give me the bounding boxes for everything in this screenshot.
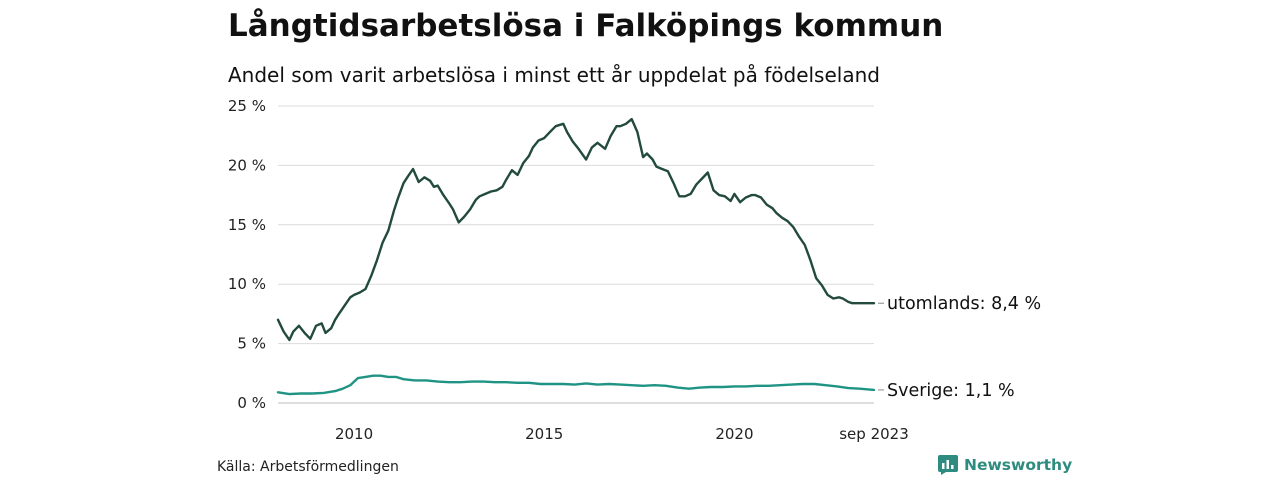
series-lines: [276, 117, 876, 396]
y-tick-label: 15 %: [228, 216, 266, 234]
chart-title: Långtidsarbetslösa i Falköpings kommun: [228, 8, 944, 44]
bar-chart-icon: [938, 455, 958, 475]
y-tick-label: 20 %: [228, 156, 266, 174]
y-tick-label: 10 %: [228, 275, 266, 293]
end-label-utomlands: utomlands: 8,4 %: [887, 294, 1041, 314]
chart-subtitle: Andel som varit arbetslösa i minst ett å…: [228, 63, 880, 87]
y-axis-ticks: 0 % 5 % 10 % 15 % 20 % 25 %: [228, 97, 266, 412]
series-line-utomlands: [276, 117, 876, 342]
x-tick-label: 2020: [715, 425, 753, 443]
end-labels: utomlands: 8,4 % Sverige: 1,1 %: [878, 294, 1041, 401]
x-tick-label: 2015: [525, 425, 563, 443]
y-tick-label: 25 %: [228, 97, 266, 115]
x-tick-label: sep 2023: [839, 425, 909, 443]
x-tick-label: 2010: [335, 425, 373, 443]
y-tick-label: 5 %: [237, 335, 266, 353]
brand-name: Newsworthy: [964, 456, 1073, 474]
y-tick-label: 0 %: [237, 394, 266, 412]
end-label-sverige: Sverige: 1,1 %: [887, 381, 1015, 401]
brand-logo: Newsworthy: [938, 455, 1072, 475]
series-line-sverige: [276, 374, 876, 396]
grid-lines: [278, 105, 874, 404]
source-note: Källa: Arbetsförmedlingen: [217, 459, 399, 475]
x-axis-ticks: 2010 2015 2020 sep 2023: [335, 425, 909, 443]
